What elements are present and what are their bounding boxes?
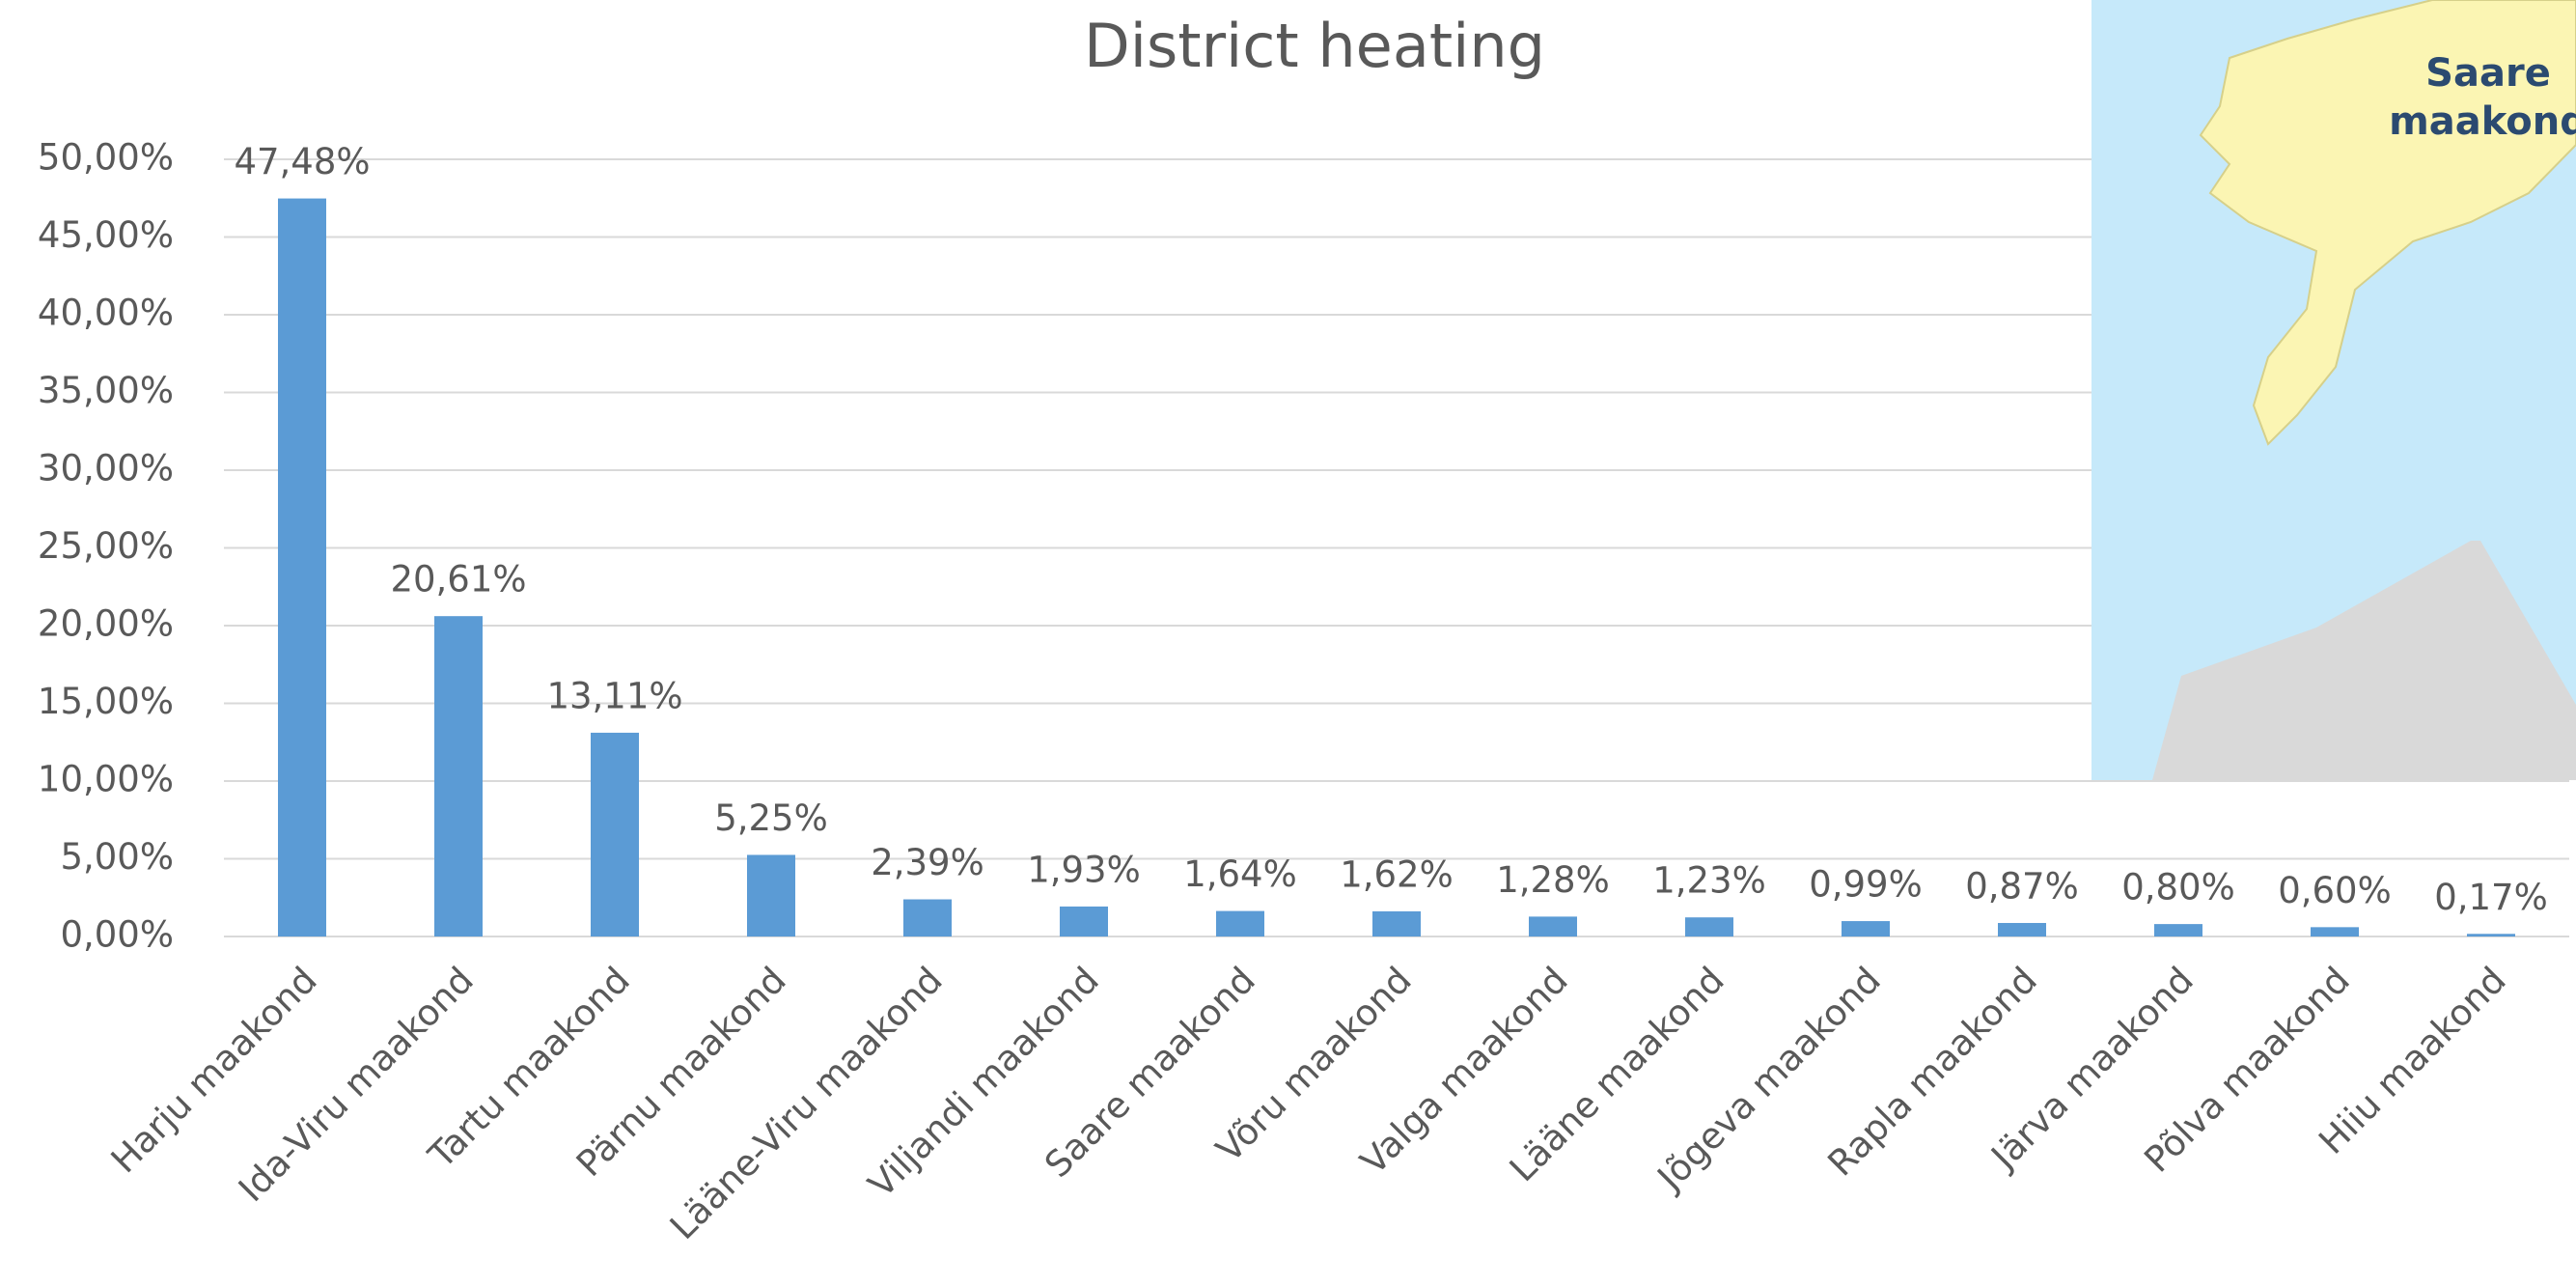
- map-island: [2199, 0, 2576, 446]
- map-label: maakond: [2389, 99, 2576, 144]
- bar: [2311, 927, 2359, 937]
- data-label: 2,39%: [871, 842, 984, 883]
- data-label: 1,64%: [1183, 853, 1297, 895]
- bar: [591, 732, 639, 937]
- data-label: 13,11%: [546, 675, 682, 716]
- y-tick-label: 10,00%: [38, 759, 174, 800]
- y-tick-label: 20,00%: [38, 603, 174, 645]
- chart-title: District heating: [1084, 11, 1545, 81]
- bar: [747, 854, 795, 937]
- data-label: 1,28%: [1496, 859, 1610, 901]
- data-label: 0,99%: [1809, 864, 1923, 906]
- y-tick-label: 45,00%: [38, 214, 174, 256]
- bar: [434, 616, 483, 937]
- data-label: 20,61%: [390, 559, 526, 601]
- data-label: 5,25%: [714, 797, 828, 839]
- data-label: 0,17%: [2434, 877, 2548, 918]
- y-tick-label: 15,00%: [38, 681, 174, 722]
- bar: [1842, 921, 1890, 937]
- bar: [1216, 910, 1264, 937]
- y-tick-label: 5,00%: [60, 836, 174, 878]
- data-label: 47,48%: [234, 141, 370, 182]
- y-tick-label: 25,00%: [38, 525, 174, 567]
- map-inset: Saare maakond: [2091, 0, 2576, 780]
- y-tick-label: 0,00%: [60, 914, 174, 956]
- y-tick-label: 35,00%: [38, 370, 174, 411]
- bar: [2467, 934, 2515, 937]
- bar: [1060, 906, 1108, 937]
- data-label: 0,87%: [1965, 865, 2079, 907]
- data-label: 1,93%: [1027, 849, 1141, 890]
- x-tick-label: Lääne-Viru maakond: [662, 959, 951, 1247]
- bar: [1372, 910, 1421, 937]
- bar: [1529, 916, 1577, 937]
- y-tick-label: 30,00%: [38, 448, 174, 489]
- y-tick-label: 40,00%: [38, 293, 174, 334]
- y-tick-label: 50,00%: [38, 137, 174, 179]
- bar: [2154, 924, 2202, 937]
- bar: [278, 198, 326, 937]
- bar: [1998, 922, 2046, 937]
- bar: [903, 899, 952, 937]
- data-label: 0,60%: [2278, 870, 2392, 911]
- map-land: [2152, 541, 2576, 780]
- map-label: Saare: [2425, 51, 2551, 96]
- data-label: 0,80%: [2121, 867, 2235, 909]
- data-label: 1,23%: [1652, 860, 1766, 902]
- data-label: 1,62%: [1340, 853, 1454, 895]
- bar: [1685, 917, 1733, 937]
